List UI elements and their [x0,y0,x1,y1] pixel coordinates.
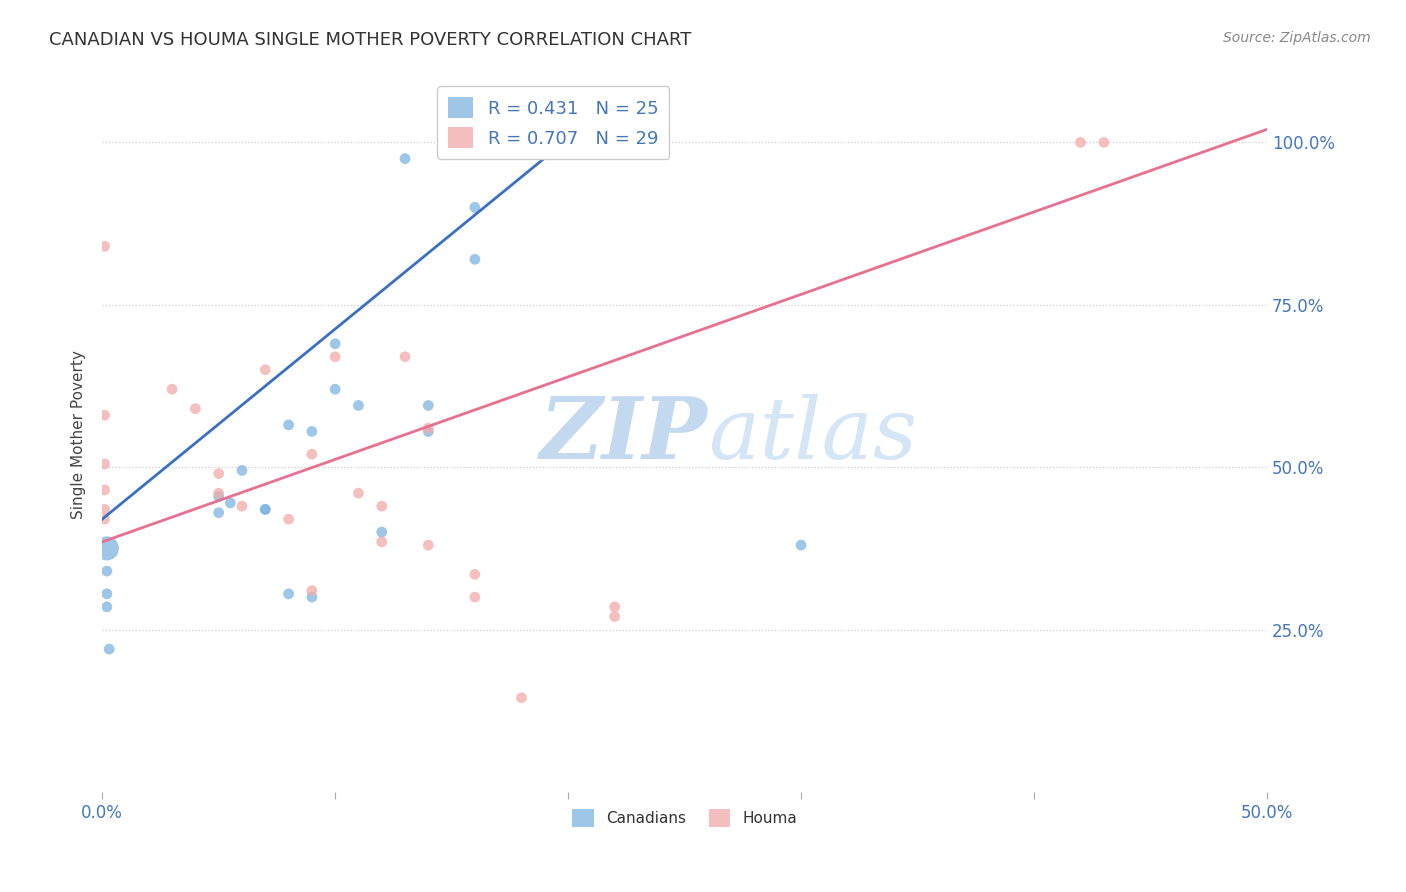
Point [603,599,626,614]
Point [394,152,416,166]
Point [323,336,346,351]
Point [93,502,115,516]
Point [464,590,486,604]
Point [208,486,231,500]
Point [301,447,323,461]
Point [184,401,207,416]
Point [1070,136,1092,150]
Point [277,417,299,432]
Point [96,587,118,601]
Point [394,350,416,364]
Point [464,200,486,214]
Point [93,457,115,471]
Point [347,399,370,413]
Point [464,567,486,582]
Point [160,382,183,396]
Point [371,499,394,513]
Point [93,408,115,422]
Point [277,587,299,601]
Point [323,350,346,364]
Point [254,363,277,377]
Point [603,609,626,624]
Point [371,525,394,540]
Point [208,490,231,504]
Point [93,512,115,526]
Point [1092,136,1115,150]
Point [96,541,118,556]
Point [418,421,440,435]
Point [301,583,323,598]
Point [96,599,118,614]
Point [231,499,253,513]
Point [254,502,277,516]
Y-axis label: Single Mother Poverty: Single Mother Poverty [72,351,86,519]
Point [347,486,370,500]
Point [301,590,323,604]
Point [96,564,118,578]
Point [323,382,346,396]
Legend: Canadians, Houma: Canadians, Houma [564,801,804,834]
Point [301,425,323,439]
Point [219,496,242,510]
Point [790,538,813,552]
Text: CANADIAN VS HOUMA SINGLE MOTHER POVERTY CORRELATION CHART: CANADIAN VS HOUMA SINGLE MOTHER POVERTY … [49,31,692,49]
Point [98,642,121,657]
Point [93,239,115,253]
Point [277,512,299,526]
Point [231,463,253,477]
Text: Source: ZipAtlas.com: Source: ZipAtlas.com [1223,31,1371,45]
Point [208,467,231,481]
Point [254,502,277,516]
Point [510,690,533,705]
Text: ZIP: ZIP [540,393,707,476]
Point [418,399,440,413]
Point [208,506,231,520]
Text: atlas: atlas [707,393,917,476]
Point [418,538,440,552]
Point [371,534,394,549]
Point [418,425,440,439]
Point [93,483,115,497]
Point [464,252,486,267]
